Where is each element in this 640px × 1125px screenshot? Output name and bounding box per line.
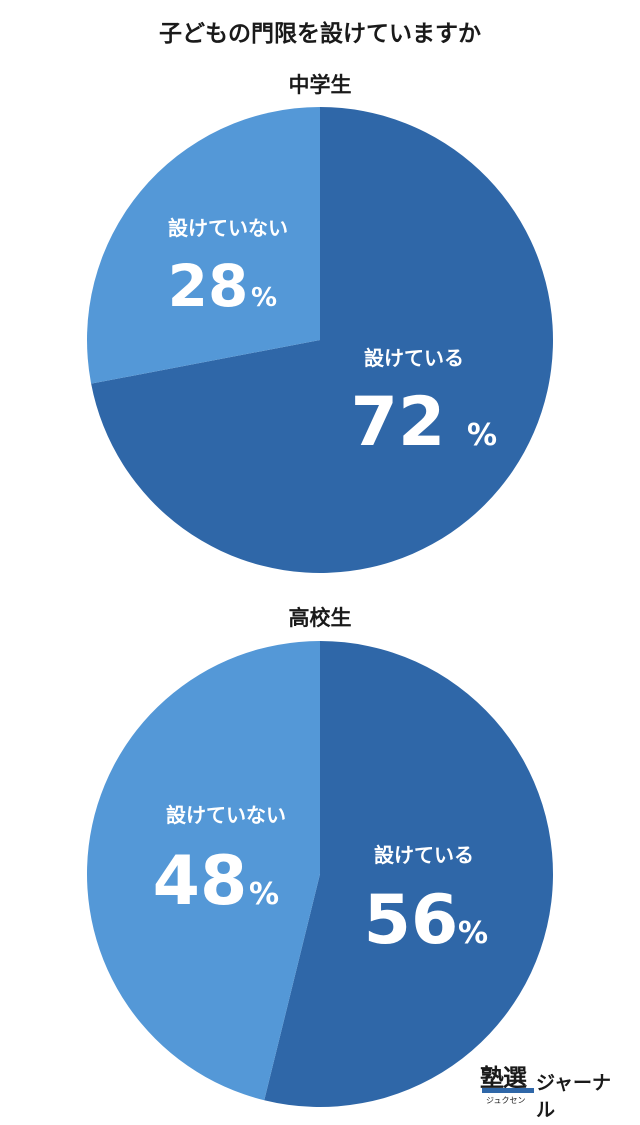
pie-2-value-no: 48 bbox=[153, 842, 248, 921]
pie-1-slice-no bbox=[87, 107, 320, 384]
logo-bar bbox=[482, 1088, 534, 1093]
pie-2-slice-no bbox=[86, 641, 320, 1101]
pie-1-slice-yes bbox=[91, 107, 554, 573]
pie-1-value-no: 28 bbox=[168, 252, 249, 320]
pie-1-unit-no: % bbox=[251, 283, 277, 313]
brand-logo: 塾選 ジュクセン ジャーナル bbox=[480, 1058, 630, 1121]
pie-2-label-yes: 設けている bbox=[374, 843, 474, 867]
pie-2-label-no: 設けていない bbox=[166, 803, 286, 827]
pie-2 bbox=[86, 641, 553, 1107]
pie-2-title: 高校生 bbox=[289, 606, 352, 630]
pie-2-unit-no: % bbox=[249, 877, 279, 912]
logo-word: ジャーナル bbox=[536, 1072, 612, 1121]
pie-2-slice-yes bbox=[264, 641, 553, 1107]
logo-kana: ジュクセン bbox=[486, 1096, 526, 1105]
logo-kanji: 塾選 bbox=[480, 1064, 527, 1092]
pie-1-label-yes: 設けている bbox=[364, 346, 464, 370]
pie-2-unit-yes: % bbox=[458, 916, 488, 951]
pie-2-value-yes: 56 bbox=[364, 881, 459, 960]
chart-title: 子どもの門限を設けていますか bbox=[159, 20, 481, 47]
pie-1-unit-yes: % bbox=[467, 418, 497, 453]
pie-1-value-yes: 72 bbox=[351, 383, 446, 462]
pie-1-title: 中学生 bbox=[289, 73, 352, 97]
pie-1-label-no: 設けていない bbox=[168, 216, 288, 240]
pie-1 bbox=[87, 107, 554, 573]
